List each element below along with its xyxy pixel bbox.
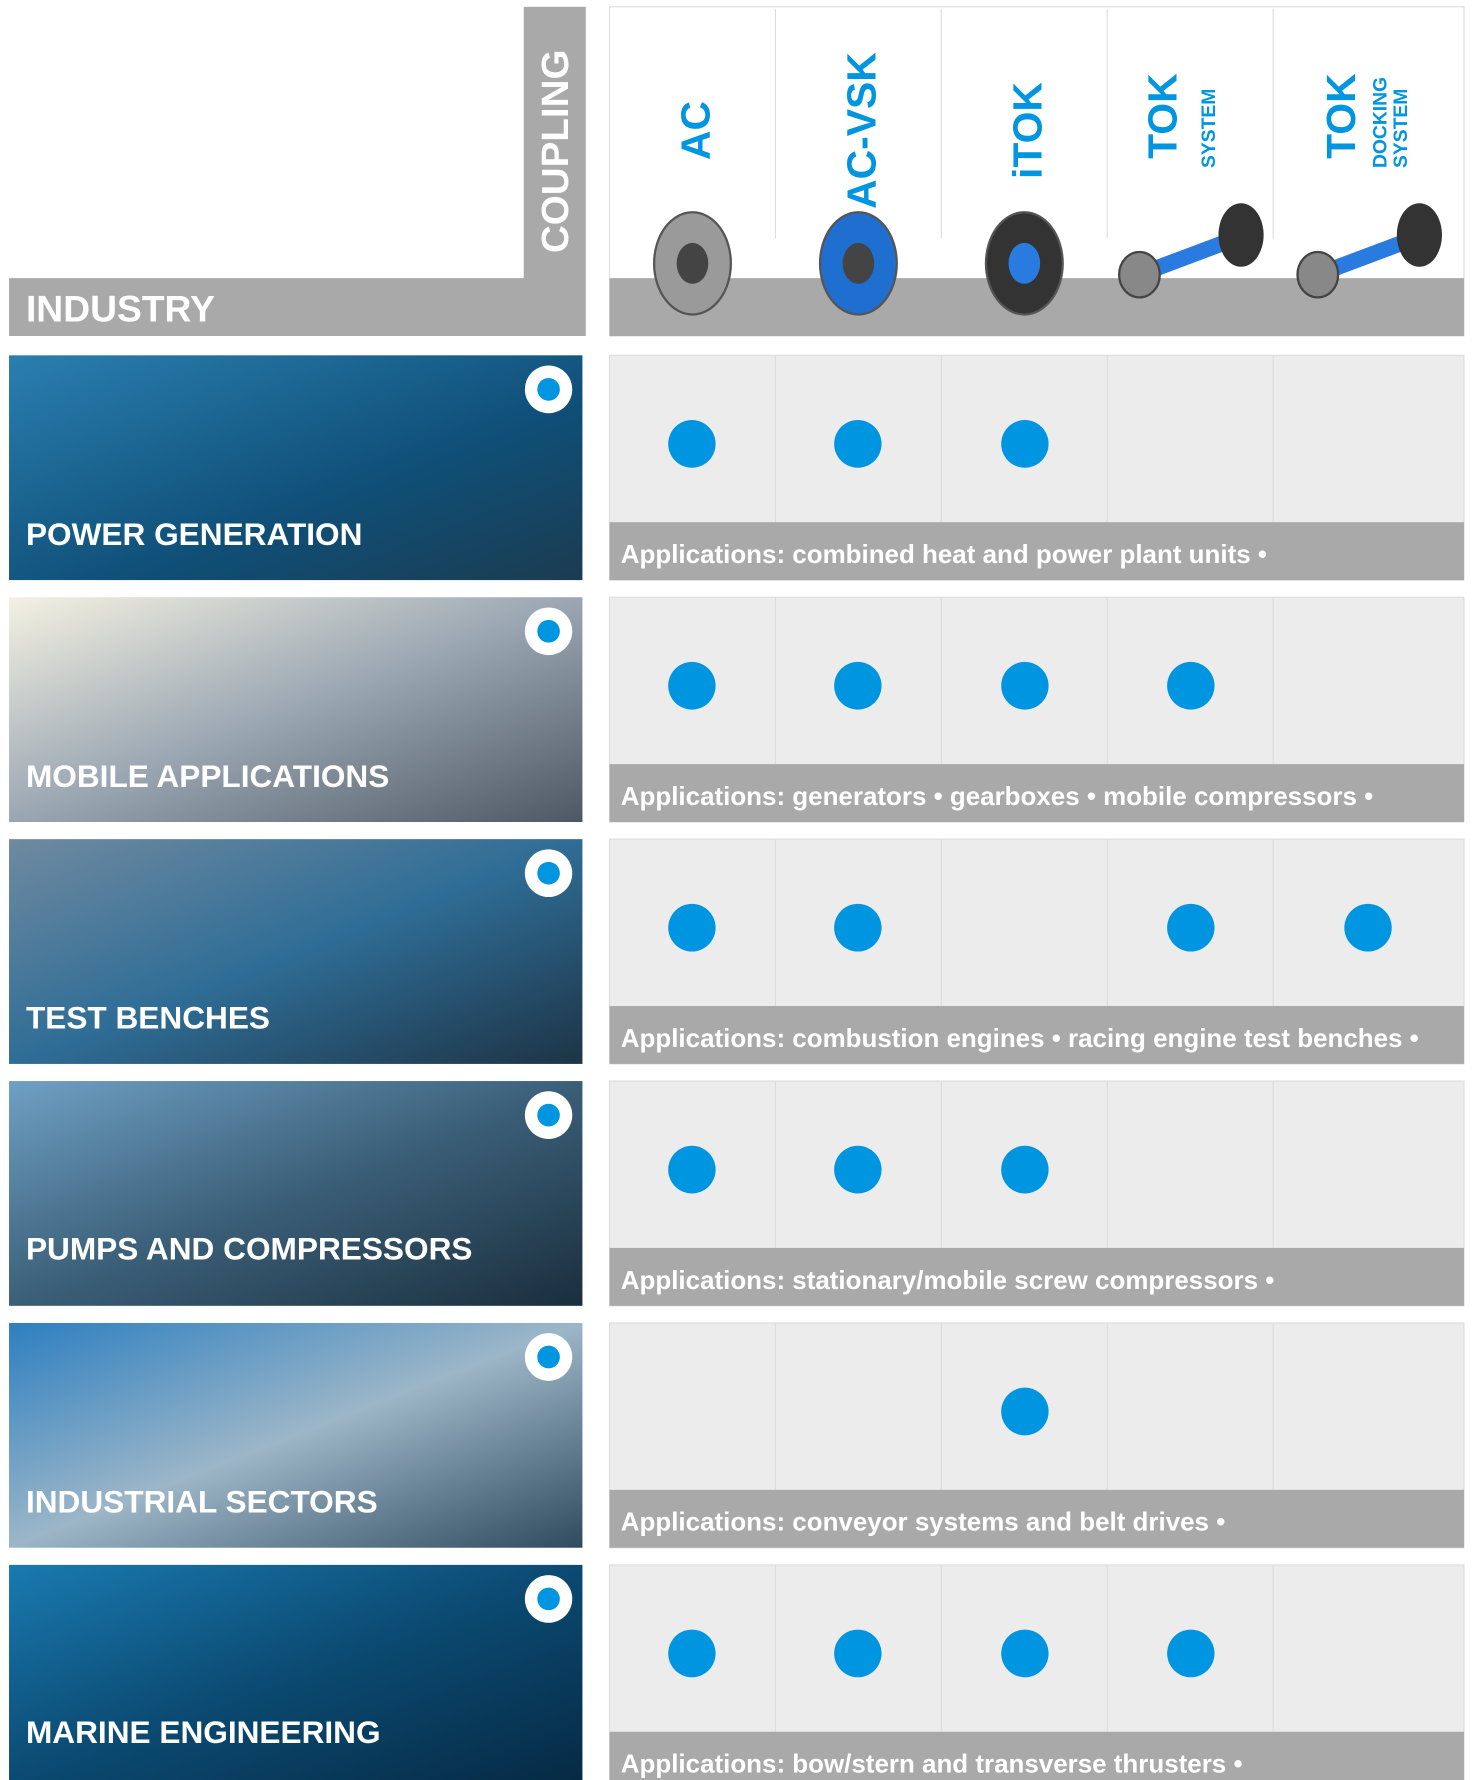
- applications-text: Applications: conveyor systems and belt …: [621, 1507, 1225, 1537]
- availability-dot: [668, 903, 716, 952]
- coupling-name: TOK: [1318, 73, 1364, 159]
- availability-dot: [668, 1629, 716, 1678]
- industry-name: POWER GENERATION: [26, 516, 362, 552]
- availability-dot: [668, 1145, 716, 1194]
- coupling-subname: SYSTEM: [1199, 89, 1220, 168]
- industry-label: INDUSTRY: [26, 287, 215, 329]
- applications-text: Applications: combustion engines • racin…: [621, 1023, 1419, 1053]
- applications-text: Applications: stationary/mobile screw co…: [621, 1265, 1274, 1295]
- applications-bar: [609, 1489, 1464, 1548]
- availability-dot: [834, 1145, 882, 1194]
- industry-image: [9, 1081, 583, 1306]
- availability-dot: [834, 420, 882, 468]
- availability-dot: [834, 1629, 882, 1678]
- applications-text: Applications: combined heat and power pl…: [621, 539, 1267, 569]
- availability-dot: [1167, 661, 1215, 710]
- applications-bar: [609, 1731, 1464, 1780]
- availability-dot: [1167, 903, 1215, 952]
- coupling-name: AC-VSK: [838, 52, 884, 209]
- industry-image: [9, 839, 583, 1064]
- industry-icon: [537, 1345, 560, 1369]
- industry-icon: [537, 378, 560, 401]
- availability-dot: [668, 661, 716, 710]
- coupling-header-bg: [523, 6, 586, 280]
- industry-image: [9, 1322, 583, 1548]
- availability-dot: [1001, 1387, 1049, 1436]
- coupling-name: TOK: [1140, 73, 1186, 159]
- availability-dot: [1344, 903, 1392, 952]
- coupling-name: AC: [673, 101, 719, 160]
- applications-bar: [609, 764, 1464, 823]
- availability-dot: [1001, 661, 1049, 710]
- product-image: [1118, 250, 1161, 299]
- availability-dot: [1167, 1629, 1215, 1678]
- coupling-label: COUPLING: [534, 50, 577, 254]
- applications-bar: [609, 522, 1464, 581]
- availability-dot: [668, 420, 716, 468]
- industry-name: PUMPS AND COMPRESSORS: [26, 1230, 473, 1266]
- availability-dot: [834, 661, 882, 710]
- industry-image: [9, 1564, 583, 1780]
- product-image: [676, 242, 709, 284]
- industry-icon: [537, 1103, 560, 1127]
- industry-name: MOBILE APPLICATIONS: [26, 758, 389, 794]
- industry-name: INDUSTRIAL SECTORS: [26, 1483, 378, 1519]
- industry-name: TEST BENCHES: [26, 1000, 270, 1036]
- industry-icon: [537, 1587, 560, 1611]
- product-image: [1296, 250, 1340, 299]
- applications-bar: [609, 1006, 1464, 1064]
- industry-icon: [537, 619, 560, 643]
- coupling-subname: SYSTEM: [1391, 89, 1412, 168]
- availability-dot: [1001, 420, 1049, 468]
- industry-header-bg: [9, 278, 586, 337]
- coupling-name: iTOK: [1004, 82, 1050, 179]
- product-image: [842, 242, 875, 284]
- industry-image: [9, 355, 583, 581]
- availability-dot: [1001, 1145, 1049, 1194]
- product-image: [1396, 203, 1442, 267]
- industry-name: MARINE ENGINEERING: [26, 1714, 381, 1750]
- applications-text: Applications: bow/stern and transverse t…: [621, 1749, 1243, 1779]
- industry-image: [9, 597, 583, 823]
- applications-text: Applications: generators • gearboxes • m…: [621, 781, 1373, 811]
- coupling-subname: DOCKING: [1371, 77, 1392, 168]
- product-image: [1218, 203, 1264, 267]
- availability-dot: [1001, 1629, 1049, 1678]
- industry-icon: [537, 861, 560, 885]
- availability-dot: [834, 903, 882, 952]
- applications-bar: [609, 1247, 1464, 1306]
- product-image: [1008, 242, 1041, 284]
